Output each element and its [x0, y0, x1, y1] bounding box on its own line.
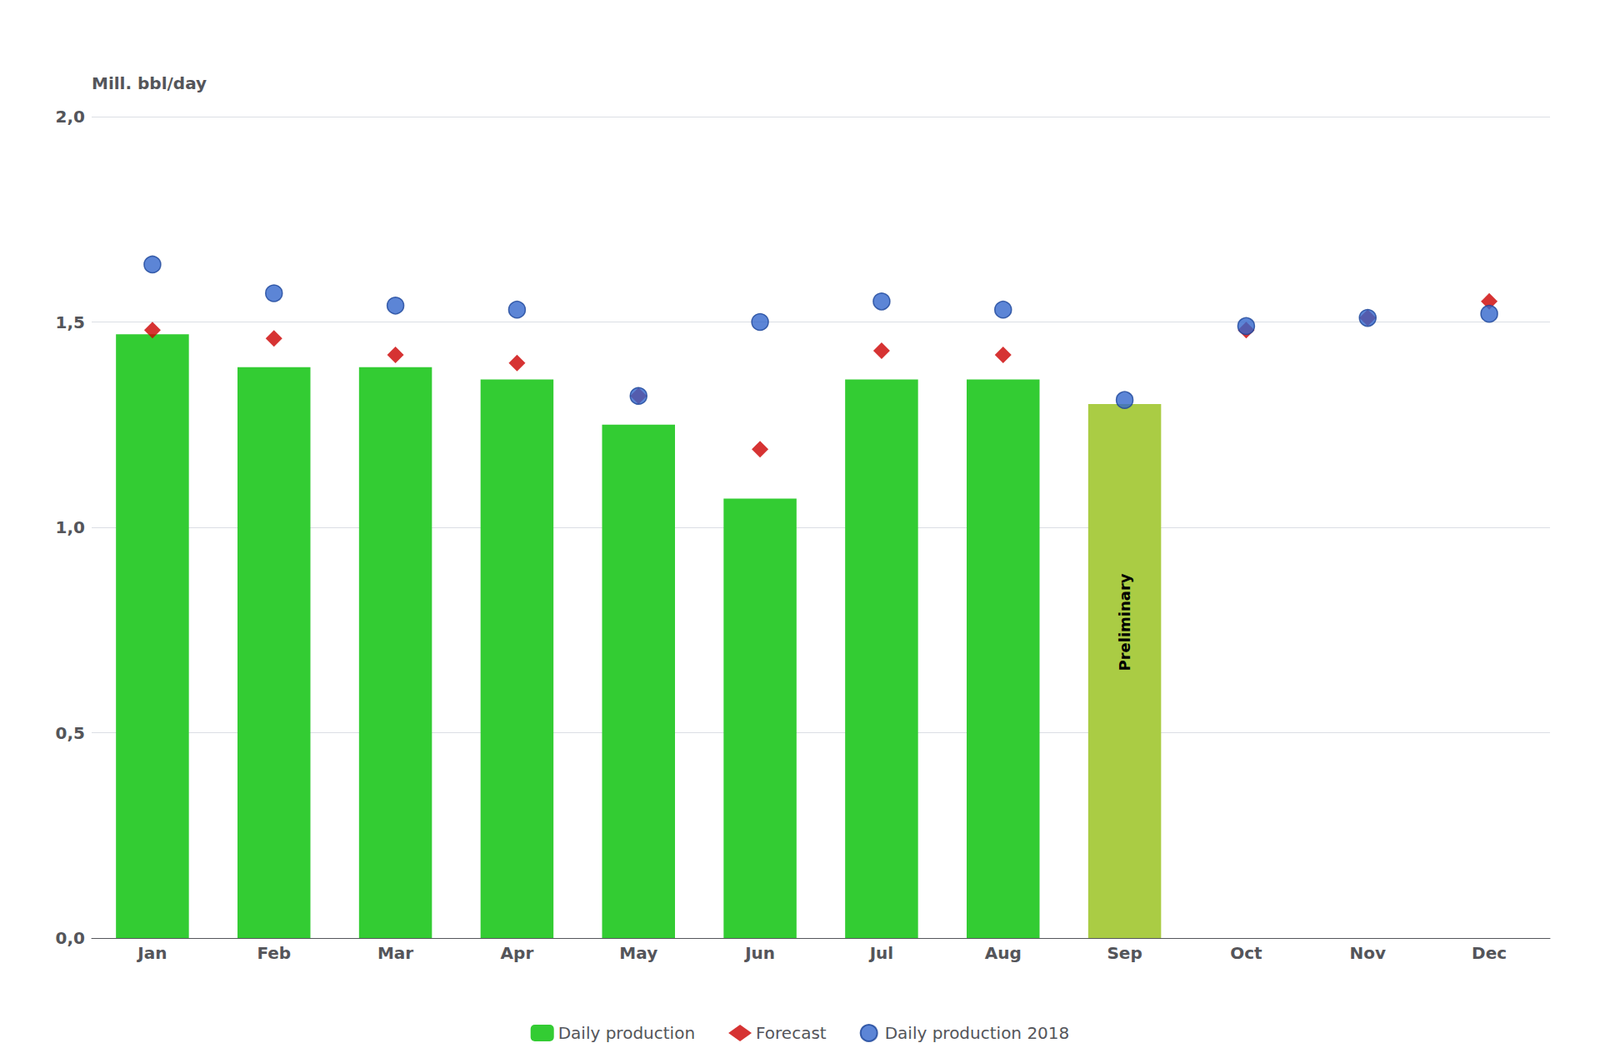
- svg-text:Oct: Oct: [1230, 943, 1263, 964]
- svg-text:0,5: 0,5: [55, 723, 85, 744]
- svg-text:Dec: Dec: [1471, 943, 1507, 964]
- svg-text:1,5: 1,5: [55, 312, 85, 333]
- svg-text:Preliminary: Preliminary: [1115, 573, 1134, 671]
- svg-text:May: May: [619, 943, 658, 964]
- svg-text:Jul: Jul: [868, 943, 895, 964]
- svg-text:Jun: Jun: [743, 943, 775, 964]
- svg-text:Nov: Nov: [1349, 943, 1386, 964]
- svg-text:Apr: Apr: [500, 943, 535, 964]
- svg-text:1,0: 1,0: [55, 517, 85, 538]
- svg-text:Feb: Feb: [256, 943, 291, 964]
- svg-text:Daily production: Daily production: [558, 1023, 695, 1044]
- svg-text:Jan: Jan: [135, 943, 167, 964]
- svg-text:Aug: Aug: [985, 943, 1022, 964]
- svg-text:Mar: Mar: [377, 943, 414, 964]
- svg-text:Forecast: Forecast: [755, 1023, 827, 1044]
- svg-text:2,0: 2,0: [55, 106, 85, 127]
- svg-text:Sep: Sep: [1106, 943, 1142, 964]
- svg-text:Mill. bbl/day: Mill. bbl/day: [91, 73, 207, 94]
- svg-text:0,0: 0,0: [55, 928, 85, 949]
- svg-text:Daily production 2018: Daily production 2018: [885, 1023, 1070, 1044]
